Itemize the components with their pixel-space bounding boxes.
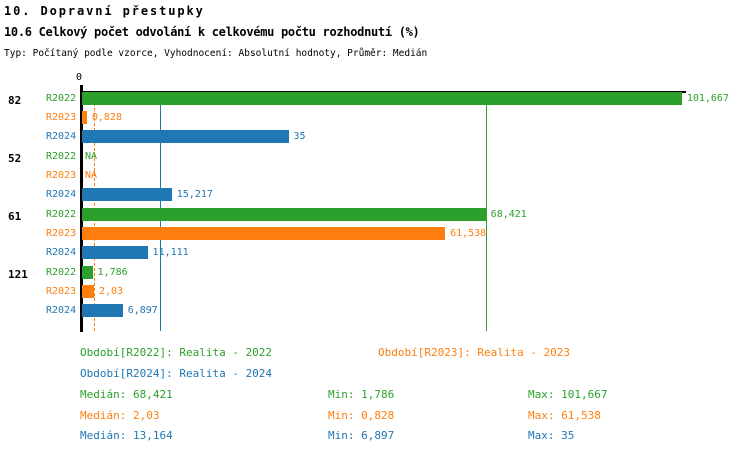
bar-value-label: 61,538 [450, 227, 487, 239]
stat-max-r2022: Max: 101,667 [528, 388, 608, 401]
bar-series-label: R2023 [46, 285, 77, 297]
bar-series-label: R2023 [46, 227, 77, 239]
bar-series-label: R2024 [46, 188, 77, 200]
bar-series-label: R2022 [46, 151, 77, 162]
stat-min-r2022: Min: 1,786 [328, 388, 395, 401]
bar-value-label: 35 [293, 130, 306, 142]
bar-r2023-61[interactable] [82, 226, 446, 240]
bar-r2024-82[interactable] [82, 129, 289, 143]
bar-value-label: 101,667 [686, 93, 729, 104]
median-line-r2022 [485, 93, 487, 331]
group-label-52: 52 [8, 152, 22, 165]
bar-series-label: R2024 [46, 246, 77, 258]
bar-value-label: 11,111 [152, 246, 189, 258]
stat-median-r2024: Medián: 13,164 [80, 429, 173, 442]
bar-r2024-52[interactable] [82, 187, 172, 201]
legend-item-r2023: Období[R2023]: Realita - 2023 [378, 346, 571, 359]
bar-value-label: 1,786 [97, 267, 128, 278]
bar-series-label: R2023 [46, 111, 77, 123]
bar-value-label: 6,897 [127, 304, 158, 316]
stat-max-r2024: Max: 35 [528, 429, 575, 442]
bar-value-label: NA [85, 151, 98, 162]
group-label-82: 82 [8, 94, 22, 107]
bar-r2022-82[interactable] [82, 92, 682, 105]
bar-r2022-61[interactable] [82, 208, 486, 221]
bar-series-label: R2024 [46, 304, 77, 316]
stat-max-r2023: Max: 61,538 [528, 408, 601, 422]
bar-value-label: 68,421 [490, 209, 527, 220]
group-label-121: 121 [8, 268, 28, 281]
stat-min-r2023: Min: 0,828 [328, 408, 395, 422]
bar-r2023-121[interactable] [82, 284, 94, 298]
axis-zero-label: 0 [76, 72, 83, 83]
page-title: 10. Dopravní přestupky [4, 4, 205, 18]
bar-series-label: R2022 [46, 267, 77, 278]
stat-median-r2022: Medián: 68,421 [80, 388, 173, 401]
bar-series-label: R2022 [46, 93, 77, 104]
value-axis-line [80, 85, 83, 332]
legend-item-r2024: Období[R2024]: Realita - 2024 [80, 367, 273, 380]
bar-series-label: R2022 [46, 209, 77, 220]
bar-r2022-121[interactable] [82, 266, 93, 279]
bar-value-label: 15,217 [176, 188, 213, 200]
bar-value-label: 0,828 [91, 111, 122, 123]
chart-meta: Typ: Počítaný podle vzorce, Vyhodnocení:… [4, 48, 428, 59]
chart-subtitle: 10.6 Celkový počet odvolání k celkovému … [4, 25, 420, 39]
bar-r2023-82[interactable] [82, 110, 87, 124]
bar-r2024-121[interactable] [82, 303, 123, 317]
bar-r2024-61[interactable] [82, 245, 148, 259]
stat-min-r2024: Min: 6,897 [328, 429, 395, 442]
group-label-61: 61 [8, 210, 22, 223]
stat-median-r2023: Medián: 2,03 [80, 408, 160, 422]
bar-series-label: R2024 [46, 130, 77, 142]
bar-value-label: NA [85, 169, 98, 181]
bar-series-label: R2023 [46, 169, 77, 181]
bar-value-label: 2,03 [98, 285, 124, 297]
legend-item-r2022: Období[R2022]: Realita - 2022 [80, 346, 273, 359]
